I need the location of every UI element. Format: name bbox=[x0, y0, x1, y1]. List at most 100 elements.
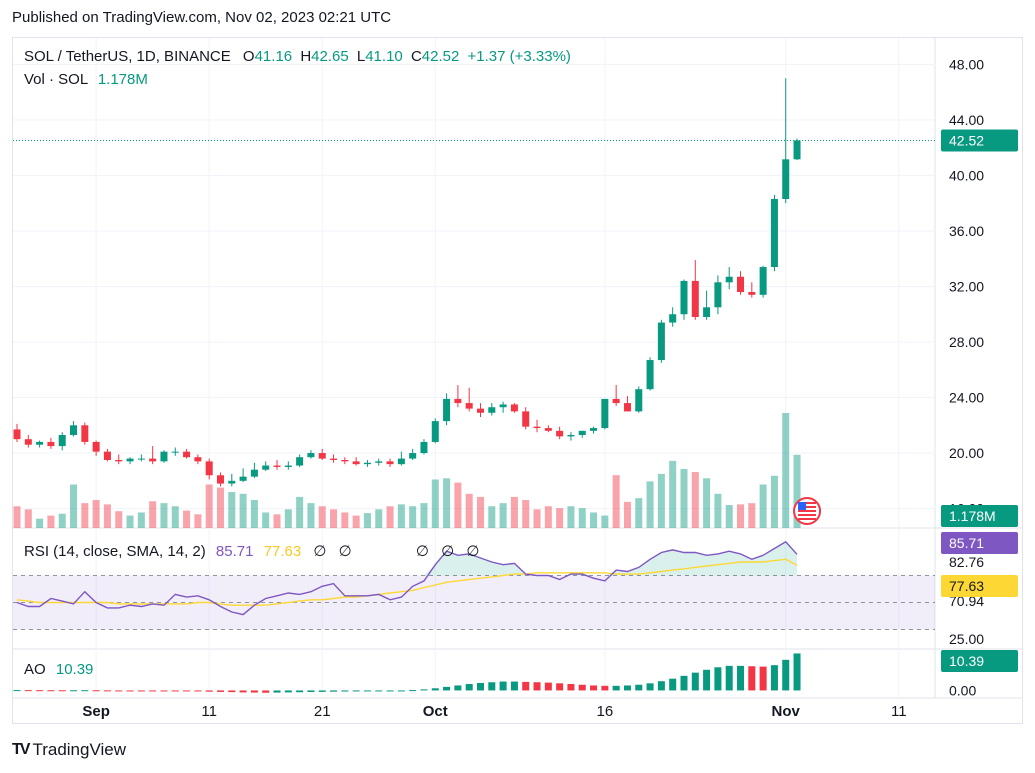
volume-bar bbox=[397, 504, 405, 528]
volume-bar bbox=[431, 479, 439, 528]
ao-bar bbox=[307, 690, 315, 693]
volume-bar bbox=[748, 503, 756, 528]
candle-body bbox=[782, 159, 790, 200]
candle-body bbox=[567, 434, 575, 437]
volume-bar bbox=[92, 500, 100, 528]
candle-body bbox=[273, 465, 281, 467]
candle bbox=[533, 419, 541, 433]
candle bbox=[318, 448, 326, 460]
candle bbox=[759, 265, 767, 298]
volume-bar bbox=[296, 496, 304, 528]
volume-legend: Vol · SOL 1.178M bbox=[24, 71, 148, 88]
chart-frame[interactable]: 48.00 44.00 40.00 36.00 32.00 28.00 24.00 20.00… bbox=[12, 37, 1023, 724]
time-tick-label: 21 bbox=[314, 703, 331, 720]
volume-bar bbox=[149, 501, 157, 528]
volume-bar bbox=[703, 478, 711, 528]
candle-body bbox=[205, 461, 213, 476]
price-axis: 48.00 44.00 40.00 36.00 32.00 28.00 24.00 20.00… bbox=[941, 56, 1018, 698]
candle bbox=[431, 418, 439, 444]
ao-bar bbox=[465, 684, 473, 691]
close-value: 42.52 bbox=[421, 48, 460, 65]
candle-body bbox=[635, 389, 643, 412]
candle bbox=[623, 396, 631, 412]
candle-body bbox=[703, 307, 711, 318]
candle bbox=[669, 307, 677, 327]
time-tick-label: 11 bbox=[891, 703, 907, 720]
candle bbox=[522, 407, 530, 430]
candle bbox=[601, 398, 609, 430]
candle bbox=[714, 275, 722, 315]
candle-body bbox=[578, 430, 586, 435]
volume-bar bbox=[623, 501, 631, 528]
flag-stripe bbox=[798, 518, 817, 520]
candle-body bbox=[103, 451, 111, 460]
ao-bar bbox=[522, 681, 530, 691]
volume-bar bbox=[239, 493, 247, 528]
volume-bar bbox=[533, 509, 541, 528]
chart-canvas[interactable]: 48.00 44.00 40.00 36.00 32.00 28.00 24.00 20.00… bbox=[13, 38, 1022, 723]
flag-stripe bbox=[798, 510, 817, 512]
price-tick-label: 28.00 bbox=[949, 334, 984, 350]
candle bbox=[58, 432, 66, 451]
candle bbox=[92, 440, 100, 456]
ao-bar bbox=[13, 690, 21, 692]
candle bbox=[160, 450, 168, 463]
ao-bar bbox=[70, 690, 78, 692]
volume-bar bbox=[262, 512, 270, 528]
candle-body bbox=[284, 465, 292, 467]
time-tick-label: Nov bbox=[772, 703, 801, 720]
candle bbox=[465, 387, 473, 412]
candle bbox=[770, 194, 778, 272]
rsi-legend: RSI (14, close, SMA, 14, 2) 85.71 77.63 … bbox=[24, 543, 480, 560]
rsi-overbought-fill bbox=[446, 551, 458, 576]
ao-bar bbox=[239, 690, 247, 693]
candle bbox=[13, 423, 21, 442]
candle bbox=[635, 386, 643, 413]
candle bbox=[352, 457, 360, 466]
ao-bar bbox=[782, 659, 790, 691]
candle-body bbox=[318, 453, 326, 459]
rsi-value: 85.71 bbox=[215, 543, 254, 560]
candle-body bbox=[386, 461, 394, 465]
candle bbox=[793, 138, 801, 161]
volume-bar bbox=[137, 512, 145, 528]
candle bbox=[703, 290, 711, 320]
rsi-overbought-fill bbox=[683, 552, 696, 576]
rsi-overbought-fill bbox=[785, 541, 798, 576]
ao-bar bbox=[375, 690, 383, 692]
candle-body bbox=[737, 276, 745, 293]
candle-body bbox=[488, 407, 496, 413]
rsi-overbought-fill bbox=[480, 557, 492, 576]
candle-body bbox=[194, 457, 202, 462]
volume-bar bbox=[578, 508, 586, 528]
volume-bar bbox=[284, 509, 292, 528]
candles bbox=[13, 78, 935, 525]
ao-bar bbox=[612, 685, 620, 691]
tradingview-footer[interactable]: TV TradingView bbox=[12, 740, 126, 760]
candle-body bbox=[115, 459, 123, 462]
ao-bar bbox=[680, 675, 688, 691]
volume-bar bbox=[205, 484, 213, 528]
candle bbox=[409, 448, 417, 460]
high-value: 42.65 bbox=[311, 48, 349, 65]
ao-bar bbox=[363, 690, 371, 692]
ao-bar bbox=[126, 690, 134, 692]
candle bbox=[691, 260, 699, 320]
candle bbox=[307, 450, 315, 459]
price-tick-label: 48.00 bbox=[949, 56, 984, 72]
volume-bar bbox=[567, 506, 575, 528]
candle-body bbox=[657, 322, 665, 361]
candle-body bbox=[646, 360, 654, 390]
symbol-legend: SOL / TetherUS, 1D, BINANCE O41.16 H42.6… bbox=[24, 48, 571, 65]
volume-bar bbox=[443, 478, 451, 528]
candle bbox=[725, 267, 733, 290]
candle bbox=[47, 437, 55, 449]
candle bbox=[375, 458, 383, 466]
volume-bar bbox=[70, 484, 78, 528]
ao-bar bbox=[748, 666, 756, 691]
volume-bar bbox=[601, 515, 609, 528]
volume-bar bbox=[183, 510, 191, 528]
rsi-overbought-fill bbox=[503, 563, 515, 576]
volume-bars bbox=[13, 413, 801, 528]
ao-bar bbox=[228, 690, 236, 693]
